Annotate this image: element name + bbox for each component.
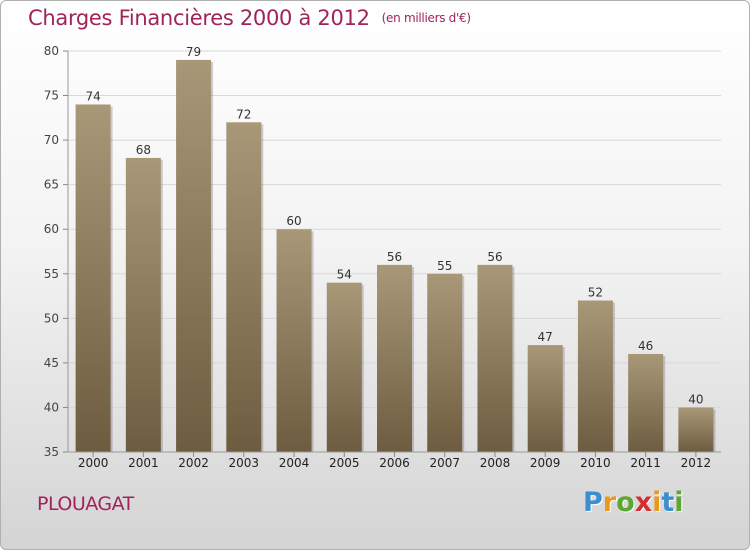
bar — [427, 273, 463, 452]
x-tick-label: 2005 — [329, 456, 360, 470]
y-tick-label: 80 — [44, 44, 59, 58]
y-tick-label: 40 — [44, 400, 59, 414]
y-tick-label: 45 — [44, 356, 59, 370]
data-labels: 74 68 79 72 60 54 56 55 56 47 52 46 40 — [85, 45, 703, 407]
x-tick-label: 2000 — [78, 456, 109, 470]
logo-letter: x — [634, 487, 653, 518]
commune-name: PLOUAGAT — [37, 493, 134, 515]
axes: 35 40 45 50 55 60 65 70 75 80 2000 2001 2002 2003 2004… — [44, 44, 721, 470]
x-tick-label: 2011 — [630, 456, 661, 470]
data-label: 55 — [437, 259, 452, 273]
data-label: 56 — [487, 250, 502, 264]
data-label: 47 — [538, 330, 553, 344]
data-label: 54 — [337, 268, 352, 282]
data-label: 68 — [136, 143, 151, 157]
x-tick-label: 2010 — [580, 456, 611, 470]
bars — [75, 59, 716, 453]
data-label: 60 — [286, 214, 301, 228]
bar — [527, 345, 563, 452]
x-tick-label: 2012 — [681, 456, 712, 470]
bar — [176, 59, 212, 453]
bar — [678, 407, 714, 452]
x-tick-label: 2006 — [379, 456, 410, 470]
proxiti-logo[interactable]: Proxiti — [583, 487, 684, 518]
y-tick-label: 70 — [44, 133, 59, 147]
y-tick-label: 50 — [44, 311, 59, 325]
bar — [125, 157, 161, 452]
logo-letter: i — [652, 487, 662, 518]
x-tick-label: 2008 — [480, 456, 511, 470]
logo-letter: P — [583, 487, 603, 518]
bar — [477, 264, 513, 452]
chart-subtitle: (en milliers d'€) — [381, 11, 471, 25]
data-label: 72 — [236, 107, 251, 121]
x-tick-label: 2002 — [178, 456, 209, 470]
x-tick-label: 2007 — [429, 456, 460, 470]
data-label: 46 — [638, 339, 653, 353]
logo-letter: o — [616, 487, 635, 518]
bar — [577, 300, 613, 452]
x-tick-label: 2009 — [530, 456, 561, 470]
bar — [628, 353, 664, 452]
data-label: 74 — [85, 89, 100, 103]
logo-letter: r — [602, 487, 617, 518]
x-tick-label: 2001 — [128, 456, 159, 470]
bar — [276, 229, 312, 452]
chart-title: Charges Financières 2000 à 2012 (en milli… — [28, 6, 471, 30]
data-label: 79 — [186, 45, 201, 59]
data-label: 52 — [588, 286, 603, 300]
y-tick-label: 75 — [44, 89, 59, 103]
bar — [226, 122, 262, 453]
bar — [326, 282, 362, 452]
chart-title-text: Charges Financières 2000 à 2012 — [28, 6, 370, 30]
y-tick-label: 35 — [44, 445, 59, 459]
x-tick-label: 2003 — [229, 456, 260, 470]
y-tick-label: 55 — [44, 267, 59, 281]
data-label: 40 — [688, 392, 703, 406]
y-tick-label: 65 — [44, 178, 59, 192]
logo-letter: i — [674, 487, 684, 518]
x-tick-label: 2004 — [279, 456, 310, 470]
y-tick-label: 60 — [44, 222, 59, 236]
data-label: 56 — [387, 250, 402, 264]
bar — [75, 104, 111, 452]
bar — [377, 264, 412, 452]
logo-letter: t — [661, 487, 675, 518]
